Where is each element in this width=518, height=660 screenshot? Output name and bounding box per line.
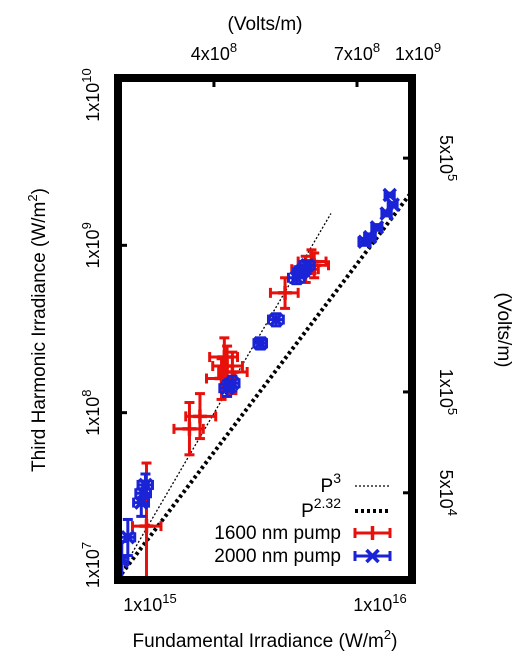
- point-2000nm-16: [379, 206, 394, 221]
- y2-tick-label-0: 5x105: [436, 135, 460, 181]
- legend-label-0: P3: [321, 470, 342, 497]
- legend-symbol-2: [353, 526, 392, 540]
- plot-frame: [114, 74, 416, 584]
- fit-line-P2.32: [118, 190, 412, 580]
- legend-symbol-3: [353, 548, 392, 564]
- point-1600nm-1: [172, 401, 205, 457]
- y2-tick-label-2: 5x104: [436, 470, 460, 516]
- y-tick-label-2: 1x109: [79, 222, 103, 268]
- point-2000nm-15: [369, 220, 385, 235]
- point-2000nm-7: [252, 335, 269, 351]
- legend-label-1: P2.32: [301, 495, 341, 522]
- point-2000nm-4: [136, 472, 154, 497]
- fit-lines: [118, 190, 412, 580]
- legend-label-2: 1600 nm pump: [214, 523, 341, 544]
- y-tick-label-0: 1x107: [79, 542, 103, 588]
- point-1600nm-2: [184, 392, 218, 441]
- legend-label-3: 2000 nm pump: [214, 546, 341, 567]
- tick-layer: 1x1015 1x1016 1x107 1x108 1x109 1x1010 4x108 7x…: [79, 40, 460, 615]
- x2-tick-label-1: 7x108: [334, 40, 380, 64]
- x-axis-label: Fundamental Irradiance (W/m2): [133, 627, 398, 652]
- point-2000nm-12: [291, 265, 311, 280]
- x2-tick-label-0: 4x108: [191, 40, 237, 64]
- y-tick-label-1: 1x108: [79, 390, 103, 436]
- point-2000nm-8: [266, 312, 285, 328]
- point-2000nm-17: [385, 197, 400, 212]
- y2-axis-label: (Volts/m): [493, 293, 514, 368]
- data-points: [118, 187, 400, 580]
- x2-axis-label: (Volts/m): [228, 14, 303, 35]
- y-tick-label-3: 1x1010: [79, 68, 103, 122]
- x-tick-label-0: 1x1015: [123, 591, 177, 615]
- x-tick-label-1: 1x1016: [353, 591, 407, 615]
- y-axis-label: Third Harmonic Irradiance (W/m2): [25, 188, 50, 472]
- point-2000nm-18: [382, 187, 397, 203]
- point-2000nm-14: [362, 229, 378, 245]
- point-2000nm-6: [223, 374, 241, 393]
- y2-tick-label-1: 1x105: [436, 369, 460, 415]
- x2-tick-label-2: 1x109: [395, 40, 441, 64]
